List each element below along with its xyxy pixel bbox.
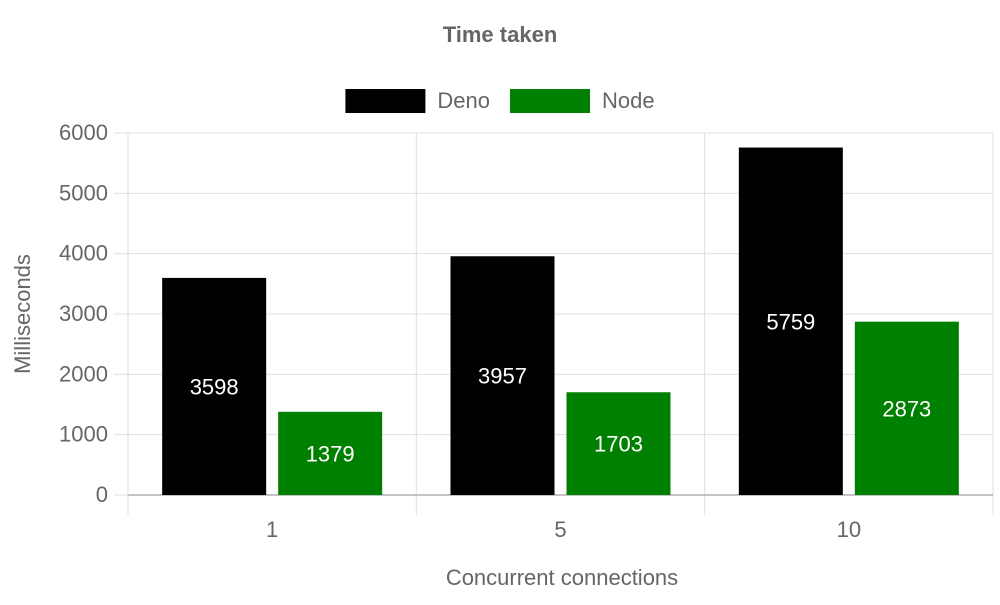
y-axis-title: Milliseconds [10,254,35,374]
bars [162,147,959,495]
y-tick-label: 1000 [59,422,108,447]
legend-swatch [510,89,590,113]
bar-deno [738,147,843,495]
data-label: 1703 [594,432,643,457]
data-label: 1379 [306,441,355,466]
y-tick-label: 0 [96,482,108,507]
legend-label: Deno [437,88,490,113]
bar-deno [162,277,267,495]
y-tick-label: 4000 [59,241,108,266]
grid [114,132,994,515]
data-label: 2873 [882,396,931,421]
y-tick-label: 6000 [59,120,108,145]
legend-item-node[interactable]: Node [510,88,655,113]
bar-deno [450,256,555,495]
x-tick-label: 5 [554,517,566,542]
bar-node [566,392,671,495]
data-labels: 3598 1379 3957 1703 5759 2873 [190,309,932,466]
bar-node [278,411,383,495]
chart-title: Time taken [443,22,558,47]
x-tick-label: 10 [837,517,861,542]
legend: Deno Node [345,88,655,113]
data-label: 3598 [190,374,239,399]
y-axis-ticks: 0 1000 2000 3000 4000 5000 6000 [59,120,108,507]
data-label: 3957 [478,364,527,389]
x-axis-title: Concurrent connections [446,565,678,590]
data-label: 5759 [766,309,815,334]
legend-item-deno[interactable]: Deno [345,88,490,113]
legend-label: Node [602,88,655,113]
bar-node [854,321,959,495]
legend-swatch [345,89,426,113]
y-tick-label: 2000 [59,361,108,386]
y-tick-label: 3000 [59,301,108,326]
x-axis-ticks: 1 5 10 [266,517,861,542]
x-tick-label: 1 [266,517,278,542]
y-tick-label: 5000 [59,180,108,205]
